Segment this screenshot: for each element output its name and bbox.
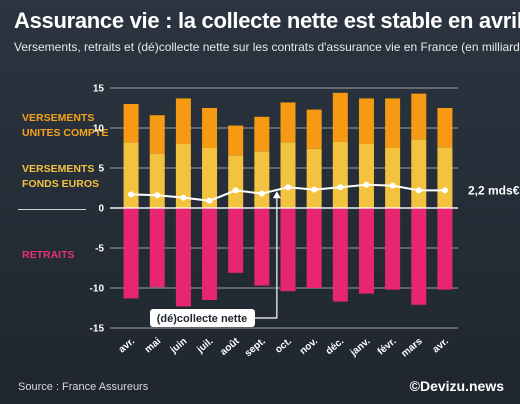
bar-retraits xyxy=(280,208,296,292)
x-tick-label: juil. xyxy=(194,336,215,356)
x-tick-label: août xyxy=(218,335,242,357)
bar-fonds-euros xyxy=(280,142,296,208)
net-point xyxy=(389,182,396,189)
x-tick-label: sept. xyxy=(243,336,268,360)
y-tick-label: 15 xyxy=(93,84,105,95)
legend-fe-line2: FONDS EUROS xyxy=(22,178,100,190)
y-tick-label: -15 xyxy=(90,324,105,335)
bar-fonds-euros xyxy=(306,148,322,208)
source-note: Source : France Assureurs xyxy=(18,381,149,393)
legend-fe-line1: VERSEMENTS xyxy=(22,163,95,175)
chart-title: Assurance vie : la collecte nette est st… xyxy=(14,8,520,33)
x-tick-label: oct. xyxy=(273,336,294,356)
y-tick-label: 0 xyxy=(98,204,104,215)
x-tick-label: juin xyxy=(168,336,189,356)
bar-unites-compte xyxy=(411,93,427,140)
bar-unites-compte xyxy=(280,102,296,143)
legend-versements-uc: VERSEMENTS UNITES COMPTE xyxy=(22,111,108,141)
net-point xyxy=(441,187,448,194)
x-tick-label: mai xyxy=(143,336,163,356)
net-point xyxy=(154,192,161,199)
bar-retraits xyxy=(202,208,218,300)
chart-subtitle: Versements, retraits et (dé)collecte net… xyxy=(14,40,520,54)
bar-fonds-euros xyxy=(202,148,218,208)
bar-fonds-euros xyxy=(123,142,139,208)
bar-fonds-euros xyxy=(175,144,191,208)
net-point xyxy=(311,186,318,193)
net-point xyxy=(180,194,187,201)
bar-retraits xyxy=(149,208,165,288)
annotation-box xyxy=(150,309,255,327)
bar-fonds-euros xyxy=(332,141,348,208)
brand-credit: ©Devizu.news xyxy=(409,378,504,394)
net-point xyxy=(415,187,422,194)
bar-fonds-euros xyxy=(149,153,165,208)
bar-retraits xyxy=(123,208,139,299)
bar-retraits xyxy=(228,208,244,273)
bar-unites-compte xyxy=(385,98,401,148)
bar-retraits xyxy=(385,208,401,290)
net-point xyxy=(232,187,239,194)
bar-retraits xyxy=(411,208,427,305)
x-tick-label: févr. xyxy=(376,336,399,358)
net-point xyxy=(206,197,213,204)
bar-fonds-euros xyxy=(437,147,453,208)
net-point xyxy=(128,191,135,198)
bar-unites-compte xyxy=(149,115,165,154)
end-value-label: 2,2 mds€ xyxy=(468,183,520,197)
bar-retraits xyxy=(437,208,453,290)
bar-fonds-euros xyxy=(411,139,427,208)
annotation-net-label: (dé)collecte nette xyxy=(157,313,247,325)
y-tick-label: -10 xyxy=(90,284,105,295)
bar-unites-compte xyxy=(332,92,348,142)
bar-fonds-euros xyxy=(358,144,374,208)
y-tick-label: 5 xyxy=(98,164,104,175)
bar-unites-compte xyxy=(358,98,374,144)
net-point xyxy=(337,184,344,191)
legend-uc-line1: VERSEMENTS xyxy=(22,112,95,124)
bar-retraits xyxy=(306,208,322,288)
bar-retraits xyxy=(254,208,270,286)
net-point xyxy=(363,181,370,188)
bar-unites-compte xyxy=(123,104,139,143)
x-tick-label: mars xyxy=(399,336,425,360)
zero-line-extension xyxy=(18,209,86,210)
x-tick-label: avr. xyxy=(431,336,451,356)
net-point xyxy=(285,184,291,191)
bar-retraits xyxy=(175,208,191,307)
x-tick-label: nov. xyxy=(298,336,320,357)
bar-retraits xyxy=(358,208,374,294)
y-tick-label: 10 xyxy=(93,124,105,135)
bar-fonds-euros xyxy=(385,148,401,208)
bar-unites-compte xyxy=(306,109,322,149)
bar-unites-compte xyxy=(254,116,270,152)
bar-unites-compte xyxy=(228,125,244,156)
bar-unites-compte xyxy=(202,108,218,148)
bar-fonds-euros xyxy=(228,155,244,208)
bar-unites-compte xyxy=(175,98,191,144)
legend-versements-fe: VERSEMENTS FONDS EUROS xyxy=(22,162,99,192)
x-tick-label: janv. xyxy=(348,336,373,359)
bar-unites-compte xyxy=(437,108,453,148)
legend-retraits: RETRAITS xyxy=(22,249,75,261)
x-tick-label: avr. xyxy=(117,336,137,356)
annotation-arrowhead xyxy=(272,191,281,199)
bar-fonds-euros xyxy=(254,151,270,208)
legend-uc-line2: UNITES COMPTE xyxy=(22,127,109,139)
bar-retraits xyxy=(332,208,348,302)
net-point xyxy=(258,190,265,197)
y-tick-label: -5 xyxy=(95,244,104,255)
x-tick-label: déc. xyxy=(324,336,347,357)
